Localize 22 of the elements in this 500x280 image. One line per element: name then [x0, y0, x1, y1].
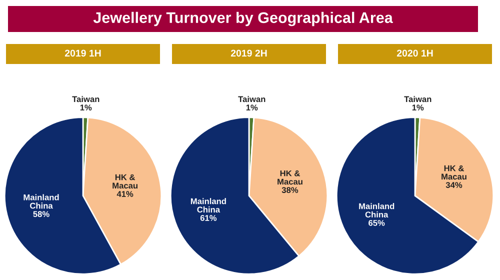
data-label: 38% — [282, 187, 298, 194]
chart-title: 2020 1H — [396, 50, 433, 57]
data-label: 61% — [200, 215, 217, 221]
slice-label: Taiwan — [238, 96, 266, 102]
slice-label: HK & Macau — [278, 170, 302, 185]
slice-label: Taiwan — [404, 96, 432, 102]
data-label: 1% — [412, 104, 424, 110]
data-label: 1% — [80, 104, 92, 110]
data-label: 1% — [246, 104, 258, 110]
slice-label: HK & Macau — [112, 174, 138, 189]
slice-label: Mainland China — [24, 194, 59, 209]
slice-label: Taiwan — [72, 96, 100, 102]
slice-label: Mainland China — [190, 198, 226, 213]
data-label: 58% — [33, 211, 50, 218]
data-label: 34% — [446, 182, 462, 188]
text: Jewellery Turnover by Geographical Area — [93, 12, 393, 26]
slice-label: Mainland China — [359, 203, 394, 218]
data-label: 65% — [368, 220, 385, 226]
data-label: 41% — [116, 191, 134, 197]
slice-label: HK & Macau — [442, 165, 466, 180]
chart-title: 2019 2H — [230, 50, 267, 57]
chart-title: 2019 1H — [64, 50, 101, 57]
